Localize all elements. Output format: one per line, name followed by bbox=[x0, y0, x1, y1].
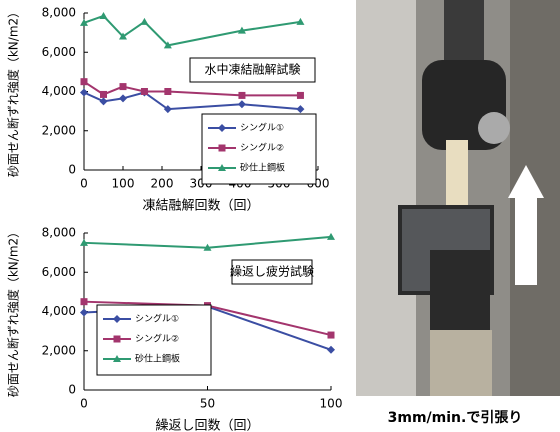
y-tick-label: 8,000 bbox=[42, 6, 76, 20]
photo-caption: 3mm/min.で引張り bbox=[388, 410, 523, 426]
marker bbox=[114, 336, 121, 343]
marker bbox=[238, 92, 245, 99]
x-tick-label: 100 bbox=[112, 177, 135, 191]
marker bbox=[81, 78, 88, 85]
legend-label: シングル① bbox=[135, 313, 179, 325]
series-line bbox=[84, 82, 300, 96]
marker bbox=[140, 18, 148, 25]
y-axis-label: 砂面せん断ずれ強度（kN/m2） bbox=[6, 226, 21, 397]
x-tick-label: 50 bbox=[200, 397, 215, 411]
x-tick-label: 0 bbox=[80, 177, 88, 191]
marker bbox=[80, 308, 88, 316]
y-tick-label: 0 bbox=[68, 163, 76, 177]
legend-label: 砂仕上鋼板 bbox=[135, 353, 180, 365]
marker bbox=[297, 92, 304, 99]
y-axis-label: 砂面せん断ずれ強度（kN/m2） bbox=[6, 6, 21, 177]
x-axis-label: 繰返し回数（回） bbox=[155, 419, 259, 432]
marker bbox=[119, 94, 127, 102]
marker bbox=[100, 12, 108, 19]
y-tick-label: 0 bbox=[68, 383, 76, 397]
marker bbox=[164, 88, 171, 95]
marker bbox=[81, 298, 88, 305]
marker bbox=[219, 145, 226, 152]
legend-label: 砂仕上鋼板 bbox=[240, 162, 285, 174]
legend-label: シングル② bbox=[135, 333, 179, 345]
annotation: 水中凍結融解試験 bbox=[204, 62, 300, 77]
marker bbox=[120, 83, 127, 90]
y-tick-label: 4,000 bbox=[42, 304, 76, 318]
x-axis-label: 凍結融解回数（回） bbox=[142, 198, 259, 214]
annotation: 繰返し疲労試験 bbox=[230, 264, 314, 279]
y-tick-label: 4,000 bbox=[42, 84, 76, 98]
marker bbox=[296, 105, 304, 113]
figure: 3mm/min.で引張り 0 2,000 4,000 6,000 8,000 0 100 20… bbox=[0, 0, 560, 432]
marker bbox=[328, 332, 335, 339]
marker bbox=[100, 91, 107, 98]
y-tick-label: 6,000 bbox=[42, 265, 76, 279]
y-tick-label: 2,000 bbox=[42, 343, 76, 357]
y-tick-label: 8,000 bbox=[42, 226, 76, 240]
marker bbox=[238, 100, 246, 108]
x-tick-label: 100 bbox=[320, 397, 343, 411]
photo bbox=[356, 0, 560, 396]
y-tick-label: 6,000 bbox=[42, 45, 76, 59]
marker bbox=[80, 88, 88, 96]
y-tick-label: 2,000 bbox=[42, 123, 76, 137]
marker bbox=[141, 88, 148, 95]
x-tick-label: 200 bbox=[151, 177, 174, 191]
marker bbox=[327, 346, 335, 354]
marker bbox=[100, 97, 108, 105]
legend-label: シングル① bbox=[240, 122, 284, 134]
legend-label: シングル② bbox=[240, 142, 284, 154]
series-line bbox=[84, 16, 300, 45]
x-tick-label: 0 bbox=[80, 397, 88, 411]
